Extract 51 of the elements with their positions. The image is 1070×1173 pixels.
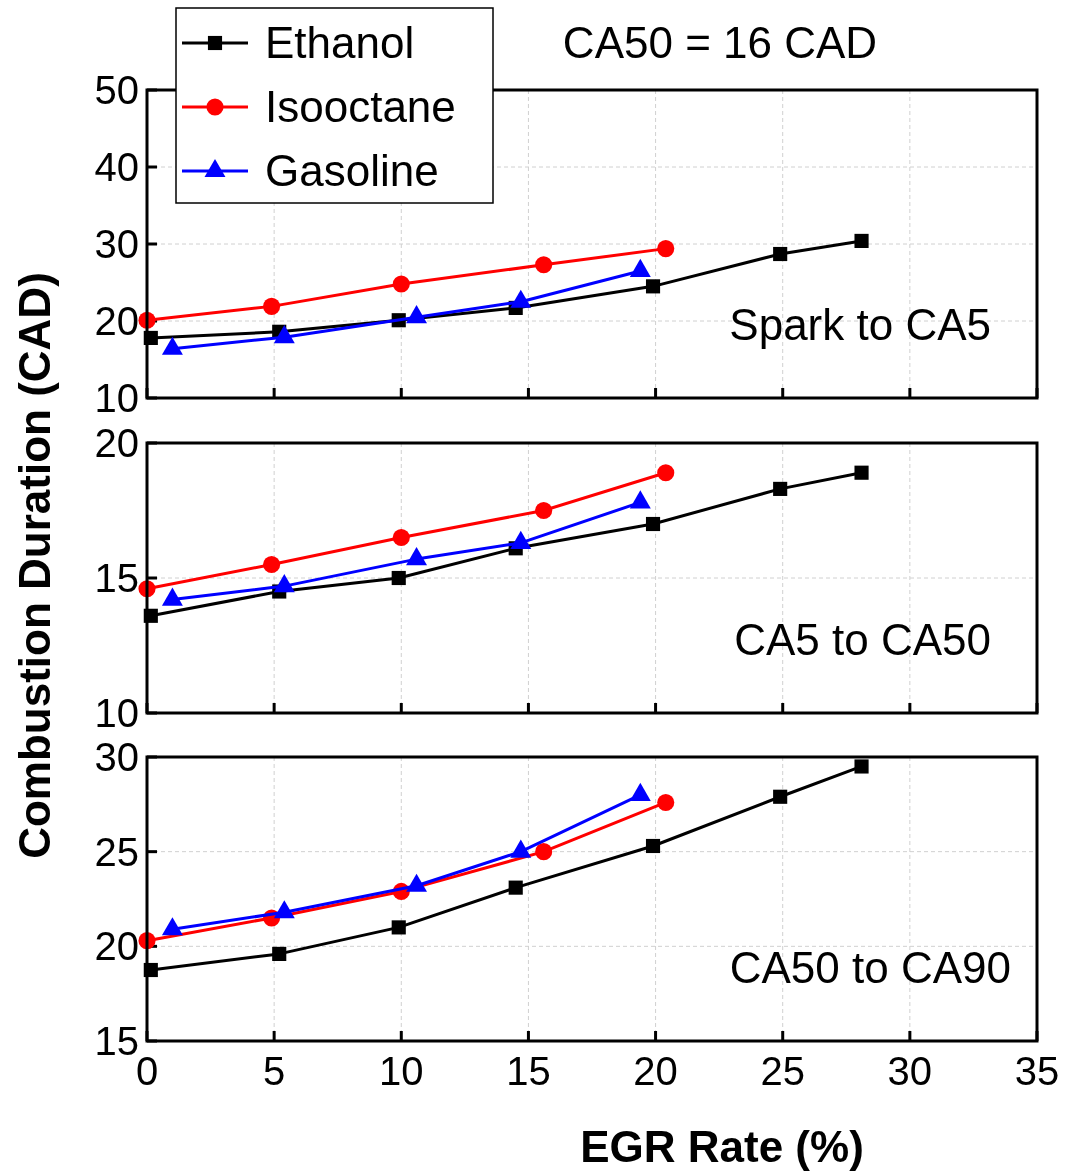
y-tick-label: 20 (94, 924, 139, 969)
point (657, 240, 675, 258)
x-tick-label: 10 (379, 1049, 424, 1093)
point (657, 464, 675, 482)
y-tick-label: 15 (94, 1019, 139, 1063)
point (645, 516, 661, 532)
point (391, 920, 406, 935)
legend-label: Isooctane (265, 82, 456, 131)
point (508, 880, 523, 895)
y-tick-label: 25 (94, 829, 139, 874)
point (657, 793, 675, 811)
y-tick-label: 20 (94, 421, 139, 465)
point (854, 759, 869, 774)
annotation: CA5 to CA50 (734, 615, 991, 664)
x-axis-title: EGR Rate (%) (580, 1122, 864, 1171)
point (392, 275, 410, 293)
y-tick-label: 20 (94, 299, 139, 343)
legend-label: Ethanol (265, 18, 415, 67)
y-tick-label: 15 (94, 556, 139, 600)
point (645, 279, 661, 294)
y-tick-label: 50 (94, 68, 139, 112)
y-tick-label: 10 (94, 691, 139, 735)
y-axis-title: Combustion Duration (CAD) (10, 272, 59, 859)
chart-title: CA50 = 16 CAD (562, 18, 878, 67)
point (773, 789, 788, 804)
x-tick-label: 30 (887, 1049, 933, 1093)
point (272, 946, 287, 961)
y-tick-label: 10 (94, 376, 139, 420)
point (263, 555, 281, 574)
point (391, 570, 406, 586)
point (392, 528, 410, 547)
point (645, 838, 661, 854)
x-tick-label: 35 (1014, 1049, 1060, 1093)
point (535, 256, 553, 274)
y-tick-label: 30 (94, 735, 139, 779)
point (773, 481, 788, 496)
x-tick-label: 5 (263, 1049, 286, 1093)
point (263, 297, 281, 315)
legend-label: Gasoline (265, 146, 439, 195)
x-tick-label: 20 (633, 1049, 678, 1093)
annotation: Spark to CA5 (729, 300, 991, 349)
point (854, 465, 869, 480)
point (773, 246, 788, 262)
y-tick-label: 40 (94, 145, 139, 189)
point (535, 843, 553, 861)
y-tick-label: 30 (94, 222, 139, 266)
point (854, 233, 869, 248)
annotation: CA50 to CA90 (729, 943, 1011, 992)
point (535, 501, 553, 520)
x-tick-label: 15 (506, 1049, 551, 1093)
x-tick-label: 25 (760, 1049, 805, 1093)
